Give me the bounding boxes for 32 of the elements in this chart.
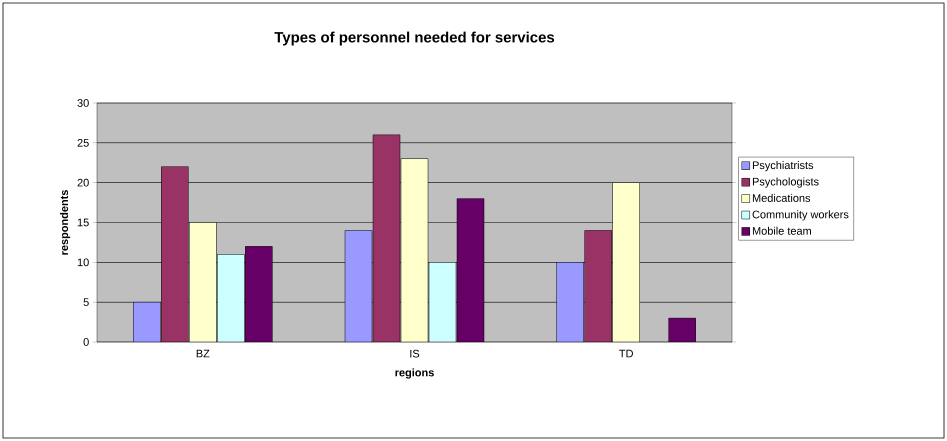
legend-label: Psychologists <box>752 177 819 188</box>
y-tick-label: 20 <box>78 178 89 187</box>
bar <box>668 318 696 342</box>
y-tick-label: 5 <box>84 298 89 306</box>
bar <box>133 302 161 342</box>
x-tick-label: TD <box>619 350 633 358</box>
bar <box>245 246 273 342</box>
legend-label: Mobile team <box>752 226 811 235</box>
bar <box>556 262 584 342</box>
bar <box>217 254 245 342</box>
bar <box>584 230 612 342</box>
y-tick-label: 30 <box>77 99 89 107</box>
y-tick-label: 25 <box>78 138 89 147</box>
bar <box>344 230 372 342</box>
chart-title: Types of personnel needed for services <box>274 32 554 46</box>
x-tick-label: BZ <box>196 350 210 358</box>
legend-label: Medications <box>752 194 810 202</box>
x-axis-title: regions <box>395 368 434 379</box>
bar <box>372 134 400 342</box>
legend-label: Community workers <box>752 210 848 221</box>
y-axis-title: respondents <box>60 190 70 255</box>
bar <box>400 158 428 342</box>
y-tick-label: 10 <box>78 258 89 266</box>
y-tick-label: 15 <box>78 218 89 226</box>
y-tick-label: 0 <box>84 338 89 346</box>
bar <box>161 166 189 342</box>
bar <box>428 262 456 342</box>
x-tick-label: IS <box>410 350 420 358</box>
bar <box>189 222 217 342</box>
bar <box>612 182 640 342</box>
bar <box>456 198 484 342</box>
legend-label: Psychiatrists <box>752 161 814 172</box>
